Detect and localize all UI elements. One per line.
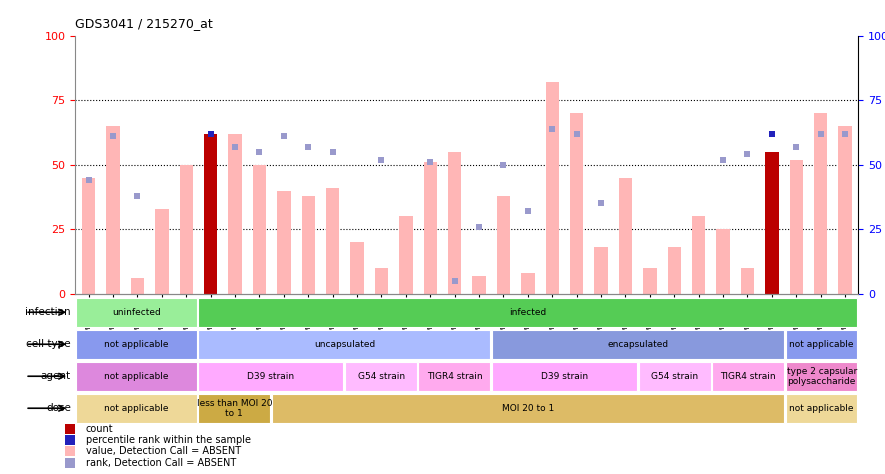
Text: cell type: cell type <box>27 339 71 349</box>
Bar <box>76 298 196 328</box>
Bar <box>302 196 315 294</box>
Bar <box>570 113 583 294</box>
Text: type 2 capsular
polysaccharide: type 2 capsular polysaccharide <box>787 367 857 386</box>
Bar <box>180 165 193 294</box>
Bar <box>643 268 657 294</box>
Bar <box>326 188 339 294</box>
Bar <box>639 362 711 392</box>
Bar <box>473 276 486 294</box>
Text: infection: infection <box>25 307 71 317</box>
Bar <box>838 126 851 294</box>
Text: less than MOI 20
to 1: less than MOI 20 to 1 <box>196 400 272 418</box>
Text: count: count <box>86 424 113 434</box>
Bar <box>350 242 364 294</box>
Bar <box>766 152 779 294</box>
Bar <box>448 152 461 294</box>
Text: not applicable: not applicable <box>789 340 854 349</box>
Bar <box>716 229 730 294</box>
Bar <box>492 330 784 359</box>
Bar <box>741 268 754 294</box>
Bar <box>545 82 559 294</box>
Bar <box>131 278 144 294</box>
Text: uninfected: uninfected <box>112 308 161 317</box>
Text: encapsulated: encapsulated <box>608 340 669 349</box>
Bar <box>786 330 858 359</box>
Text: not applicable: not applicable <box>104 404 169 413</box>
Bar <box>619 178 632 294</box>
Bar <box>712 362 784 392</box>
Bar <box>198 362 343 392</box>
Bar <box>786 362 858 392</box>
Bar <box>253 165 266 294</box>
Bar <box>106 126 119 294</box>
Bar <box>374 268 389 294</box>
Bar <box>814 113 827 294</box>
Bar <box>76 330 196 359</box>
Bar <box>198 394 270 423</box>
Text: MOI 20 to 1: MOI 20 to 1 <box>502 404 554 413</box>
Bar <box>76 394 196 423</box>
Text: rank, Detection Call = ABSENT: rank, Detection Call = ABSENT <box>86 457 236 468</box>
Bar <box>521 273 535 294</box>
Bar <box>155 209 168 294</box>
Bar <box>786 394 858 423</box>
Text: infected: infected <box>510 308 547 317</box>
Bar <box>272 394 784 423</box>
Bar <box>228 134 242 294</box>
Bar <box>76 362 196 392</box>
Text: TIGR4 strain: TIGR4 strain <box>720 372 776 381</box>
Bar <box>198 298 858 328</box>
Bar <box>198 330 490 359</box>
Text: percentile rank within the sample: percentile rank within the sample <box>86 435 251 445</box>
Text: TIGR4 strain: TIGR4 strain <box>427 372 482 381</box>
Bar <box>419 362 490 392</box>
Bar <box>692 216 705 294</box>
Text: not applicable: not applicable <box>104 340 169 349</box>
Bar <box>667 247 681 294</box>
Text: not applicable: not applicable <box>104 372 169 381</box>
Bar <box>424 162 437 294</box>
Bar <box>595 247 608 294</box>
Bar <box>492 362 637 392</box>
Text: G54 strain: G54 strain <box>358 372 404 381</box>
Text: value, Detection Call = ABSENT: value, Detection Call = ABSENT <box>86 447 241 456</box>
Text: D39 strain: D39 strain <box>542 372 589 381</box>
Text: D39 strain: D39 strain <box>248 372 295 381</box>
Text: dose: dose <box>46 403 71 413</box>
Bar <box>399 216 412 294</box>
Bar <box>789 160 803 294</box>
Text: agent: agent <box>41 371 71 381</box>
Text: GDS3041 / 215270_at: GDS3041 / 215270_at <box>75 17 213 29</box>
Text: G54 strain: G54 strain <box>651 372 698 381</box>
Bar <box>277 191 290 294</box>
Bar <box>82 178 96 294</box>
Bar <box>345 362 417 392</box>
Bar <box>204 134 218 294</box>
Text: uncapsulated: uncapsulated <box>314 340 375 349</box>
Bar <box>496 196 510 294</box>
Text: not applicable: not applicable <box>789 404 854 413</box>
